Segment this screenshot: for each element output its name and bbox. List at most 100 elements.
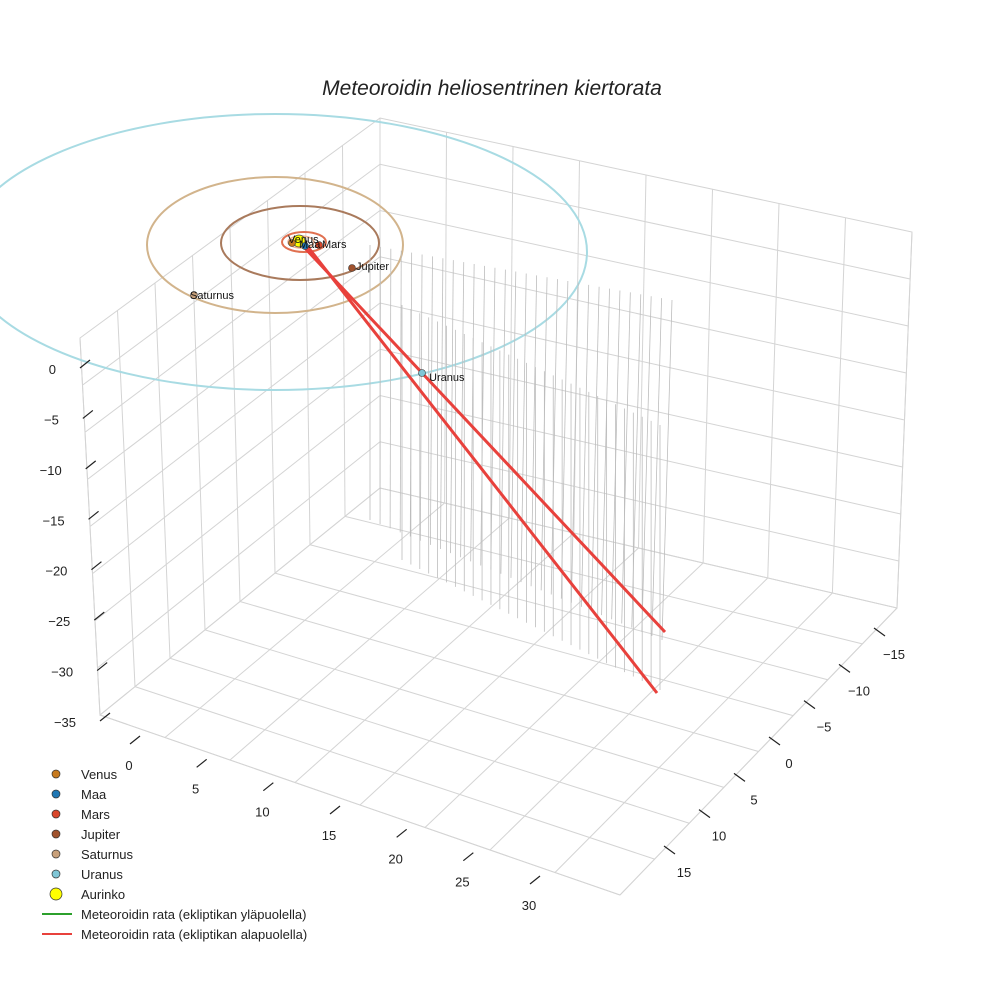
y-tick-mark <box>698 809 711 819</box>
x-tick-label: 0 <box>125 758 132 773</box>
z-tick-mark <box>96 662 108 672</box>
z-axis-ticks: 0 −5 −10 −15 −20 −25 −30 −35 <box>40 359 111 730</box>
drop-line <box>560 281 569 599</box>
x-tick-mark <box>462 852 474 862</box>
y-tick-mark <box>873 627 886 637</box>
y-tick-mark <box>733 772 746 782</box>
legend-label: Saturnus <box>81 847 134 862</box>
legend-label: Meteoroidin rata (ekliptikan yläpuolella… <box>81 907 306 922</box>
z-tick-label: 0 <box>49 362 56 377</box>
z-tick-label: −20 <box>45 564 67 579</box>
x-tick-mark <box>329 805 341 815</box>
label-venus: Venus <box>288 234 319 246</box>
grid-line <box>619 607 898 896</box>
x-tick-label: 30 <box>522 898 536 913</box>
drop-line <box>550 279 558 595</box>
x-tick-mark <box>262 782 274 792</box>
drop-line <box>389 248 392 529</box>
legend-label: Venus <box>81 767 118 782</box>
grid-line <box>379 210 909 327</box>
drop-line <box>430 256 433 545</box>
orbit-uranus <box>0 113 588 391</box>
grid-line <box>309 544 828 681</box>
y-tick-mark <box>663 845 676 855</box>
drop-line <box>440 258 444 549</box>
label-uranus: Uranus <box>429 372 465 384</box>
y-tick-label: 15 <box>677 865 691 880</box>
drop-line <box>621 292 631 624</box>
x-tick-label: 25 <box>455 875 469 890</box>
drop-line <box>581 284 590 607</box>
drop-line <box>570 282 579 603</box>
drop-line <box>500 269 506 574</box>
grid-line <box>97 441 381 669</box>
legend-marker <box>51 789 61 799</box>
grid-line <box>344 515 863 645</box>
drop-line <box>661 299 673 641</box>
grid-line <box>379 395 901 515</box>
x-tick-label: 5 <box>192 781 199 796</box>
drop-line <box>399 250 402 533</box>
x-tick-label: 20 <box>388 851 402 866</box>
grid-line <box>554 592 833 873</box>
grid-lines <box>79 118 913 896</box>
y-tick-mark <box>803 700 816 710</box>
z-tick-label: −35 <box>54 715 76 730</box>
grid-line <box>92 348 381 575</box>
trajectory-line-1 <box>300 243 667 634</box>
grid-line <box>82 163 381 386</box>
grid-line <box>94 395 381 622</box>
x-tick-mark <box>129 735 141 745</box>
venus-marker <box>288 239 296 247</box>
planet-labels: Venus Maa Mars Jupiter Saturnus Uranus <box>190 234 465 384</box>
drop-line <box>470 263 475 562</box>
z-tick-label: −25 <box>48 614 70 629</box>
z-tick-label: −5 <box>44 412 59 427</box>
legend-label: Jupiter <box>81 827 121 842</box>
y-tick-label: −10 <box>848 683 870 698</box>
legend-marker <box>51 849 61 859</box>
jupiter-marker <box>348 264 356 272</box>
drop-line <box>601 288 610 616</box>
drop-line <box>641 296 652 632</box>
y-tick-mark <box>838 663 851 673</box>
z-tick-mark <box>99 712 111 722</box>
y-axis-ticks: −15 −10 −5 0 5 10 15 <box>663 627 905 880</box>
grid-line <box>424 562 704 828</box>
drop-line <box>651 298 662 636</box>
legend-label: Maa <box>81 787 107 802</box>
x-tick-mark <box>196 758 208 768</box>
earth-marker <box>301 242 309 250</box>
drop-line <box>490 267 496 570</box>
drop-line <box>540 277 548 591</box>
y-tick-label: 5 <box>750 792 757 807</box>
grid-line <box>379 487 898 609</box>
meteoroid-trajectory <box>300 243 667 694</box>
y-tick-mark <box>768 736 781 746</box>
legend-marker <box>51 829 61 839</box>
planet-markers <box>190 234 426 377</box>
chart-title: Meteoroidin heliosentrinen kiertorata <box>322 77 662 100</box>
z-tick-label: −30 <box>51 665 73 680</box>
y-tick-label: −5 <box>817 720 832 735</box>
grid-line <box>379 163 911 280</box>
y-tick-label: 0 <box>785 756 792 771</box>
legend-label: Uranus <box>81 867 123 882</box>
drop-line <box>460 262 465 558</box>
legend-label: Meteoroidin rata (ekliptikan alapuolella… <box>81 927 307 942</box>
drop-lines <box>369 245 673 690</box>
x-tick-mark <box>529 875 541 885</box>
y-tick-label: 10 <box>712 829 726 844</box>
legend-marker <box>51 769 61 779</box>
z-tick-mark <box>91 561 102 571</box>
drop-line <box>419 254 423 541</box>
grid-line <box>379 441 899 562</box>
legend-label: Aurinko <box>81 887 125 902</box>
grid-line <box>489 577 769 851</box>
drop-line <box>510 271 517 578</box>
legend-marker <box>51 869 61 879</box>
orbit-jupiter <box>220 205 380 281</box>
label-saturnus: Saturnus <box>190 290 235 302</box>
drop-line <box>520 273 527 583</box>
